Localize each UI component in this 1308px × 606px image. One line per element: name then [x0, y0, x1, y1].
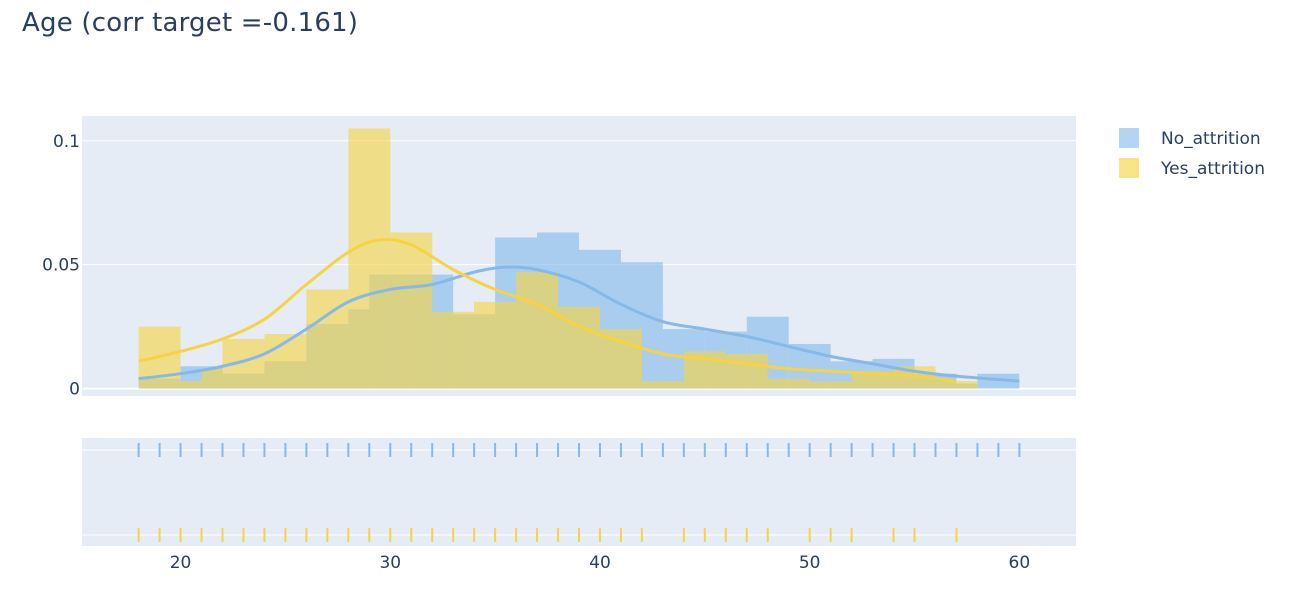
x-tick-label: 20 — [170, 553, 192, 573]
kde-curves — [138, 237, 1020, 383]
x-tick-label: 50 — [799, 553, 821, 573]
legend[interactable]: No_attrition Yes_attrition — [1119, 128, 1265, 179]
yes-attrition-bars — [138, 128, 978, 389]
yes-attrition-rug — [137, 528, 958, 542]
x-tick-label: 60 — [1009, 553, 1031, 573]
y-tick-label: 0.1 — [53, 132, 80, 152]
y-tick-label: 0 — [69, 380, 80, 400]
kde-curve[interactable] — [138, 265, 1020, 383]
histogram-bar[interactable] — [516, 272, 559, 389]
histogram-bar[interactable] — [599, 329, 642, 389]
histogram-bar[interactable] — [201, 368, 223, 389]
histogram-bar[interactable] — [767, 378, 810, 389]
legend-label[interactable]: Yes_attrition — [1160, 159, 1265, 179]
histogram-bar[interactable] — [725, 353, 768, 389]
x-tick-label: 30 — [379, 553, 401, 573]
y-tick-label: 0.05 — [42, 256, 80, 276]
histogram-bar[interactable] — [180, 381, 202, 389]
kde-curve[interactable] — [138, 237, 957, 383]
histogram-bar[interactable] — [390, 232, 433, 389]
legend-label[interactable]: No_attrition — [1161, 129, 1261, 149]
histogram-bar[interactable] — [474, 301, 517, 389]
histogram-bar[interactable] — [432, 311, 475, 389]
x-tick-label: 40 — [589, 553, 611, 573]
legend-swatch[interactable] — [1119, 158, 1139, 178]
histogram-bar[interactable] — [935, 381, 978, 389]
histogram-bar[interactable] — [809, 381, 852, 389]
legend-swatch[interactable] — [1119, 128, 1139, 148]
no-attrition-rug — [137, 443, 1021, 457]
x-axis-ticks: 20 30 40 50 60 — [170, 553, 1030, 573]
histogram-bar[interactable] — [641, 381, 684, 389]
histogram-bar[interactable] — [348, 128, 391, 389]
chart-title: Age (corr target =-0.161) — [22, 8, 359, 38]
y-axis-ticks: 0 0.05 0.1 — [42, 132, 80, 400]
